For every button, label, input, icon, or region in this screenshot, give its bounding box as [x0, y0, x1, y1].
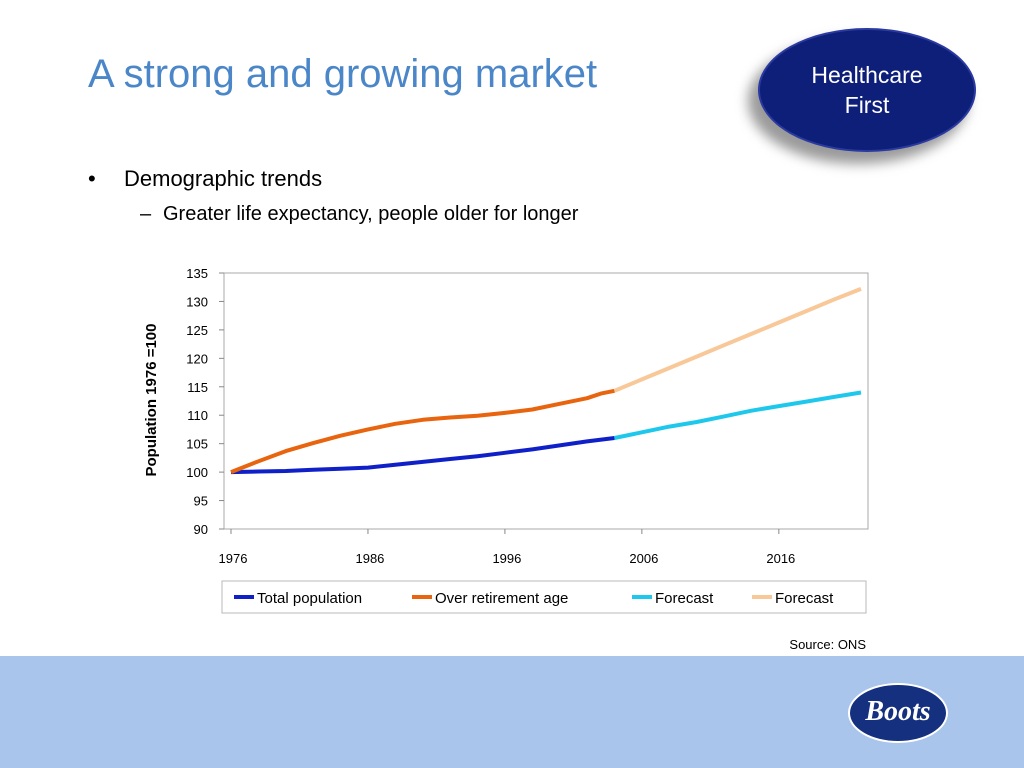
- plot-area: [223, 272, 869, 530]
- legend-label: Forecast: [655, 590, 714, 607]
- boots-logo: Boots: [848, 683, 948, 743]
- x-axis-ticks: 1976 1986 1996 2006 2016: [219, 529, 795, 566]
- y-tick-label: 125: [186, 323, 208, 338]
- y-tick-label: 90: [194, 522, 208, 537]
- population-line-chart: 90 95 100 105 110 115 120 125 130 135 1976 1986 199…: [143, 266, 869, 652]
- bullet-text: Demographic trends: [124, 166, 323, 191]
- y-axis-ticks: 90 95 100 105 110 115 120 125 130 135: [186, 266, 224, 537]
- badge-line-2: First: [844, 92, 890, 118]
- legend: Total population Over retirement age Forec…: [234, 590, 834, 607]
- sub-bullet-marker: –: [140, 203, 152, 225]
- y-tick-label: 110: [187, 408, 208, 423]
- x-tick-label: 2016: [766, 551, 795, 566]
- badge-line-1: Healthcare: [811, 62, 923, 88]
- x-tick-label: 1986: [355, 551, 384, 566]
- slide-title: A strong and growing market: [88, 52, 598, 96]
- y-tick-label: 135: [186, 266, 208, 281]
- series-line-2: [230, 388, 615, 474]
- bullet-marker: •: [88, 166, 96, 191]
- y-tick-label: 115: [187, 380, 208, 395]
- y-tick-label: 105: [186, 437, 208, 452]
- y-tick-label: 120: [186, 351, 208, 366]
- series-line-4: [613, 287, 862, 393]
- series-lines: [230, 287, 862, 475]
- y-tick-label: 95: [194, 494, 208, 509]
- y-axis-label: Population 1976 =100: [143, 324, 160, 477]
- legend-label: Total population: [257, 590, 362, 607]
- series-line-1: [230, 436, 615, 475]
- x-tick-label: 1996: [492, 551, 521, 566]
- y-tick-label: 130: [186, 294, 208, 309]
- series-line-3: [614, 390, 862, 440]
- healthcare-first-badge: Healthcare First: [758, 28, 976, 152]
- y-tick-label: 100: [186, 465, 208, 480]
- legend-label: Forecast: [775, 590, 834, 607]
- x-tick-label: 1976: [219, 551, 248, 566]
- source-note: Source: ONS: [789, 637, 866, 652]
- legend-label: Over retirement age: [435, 590, 568, 607]
- sub-bullet-text: Greater life expectancy, people older fo…: [163, 203, 579, 225]
- x-tick-label: 2006: [629, 551, 658, 566]
